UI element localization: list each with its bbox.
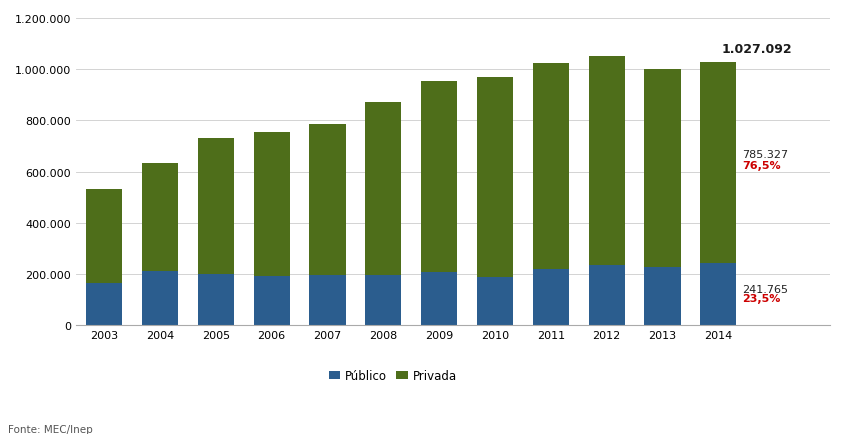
Bar: [86, 283, 122, 326]
Text: Fonte: MEC/Inep: Fonte: MEC/Inep: [8, 424, 93, 434]
Legend: Público, Privada: Público, Privada: [323, 365, 462, 387]
Bar: [700, 263, 736, 326]
Text: 785.327: 785.327: [741, 149, 787, 159]
Bar: [365, 103, 401, 275]
Bar: [476, 77, 512, 277]
Bar: [644, 267, 679, 326]
Bar: [197, 274, 234, 326]
Bar: [532, 270, 568, 326]
Bar: [587, 56, 624, 265]
Bar: [86, 190, 122, 283]
Bar: [309, 125, 345, 276]
Bar: [253, 132, 289, 276]
Bar: [420, 273, 457, 326]
Text: 76,5%: 76,5%: [741, 161, 780, 171]
Bar: [532, 64, 568, 270]
Bar: [420, 82, 457, 273]
Bar: [142, 272, 178, 326]
Bar: [365, 275, 401, 326]
Bar: [587, 265, 624, 326]
Bar: [644, 70, 679, 267]
Bar: [700, 63, 736, 263]
Bar: [253, 276, 289, 326]
Text: 241.765: 241.765: [741, 284, 787, 294]
Bar: [309, 276, 345, 326]
Text: 1.027.092: 1.027.092: [720, 43, 791, 56]
Bar: [476, 277, 512, 326]
Text: 23,5%: 23,5%: [741, 293, 779, 303]
Bar: [142, 163, 178, 272]
Bar: [197, 139, 234, 274]
